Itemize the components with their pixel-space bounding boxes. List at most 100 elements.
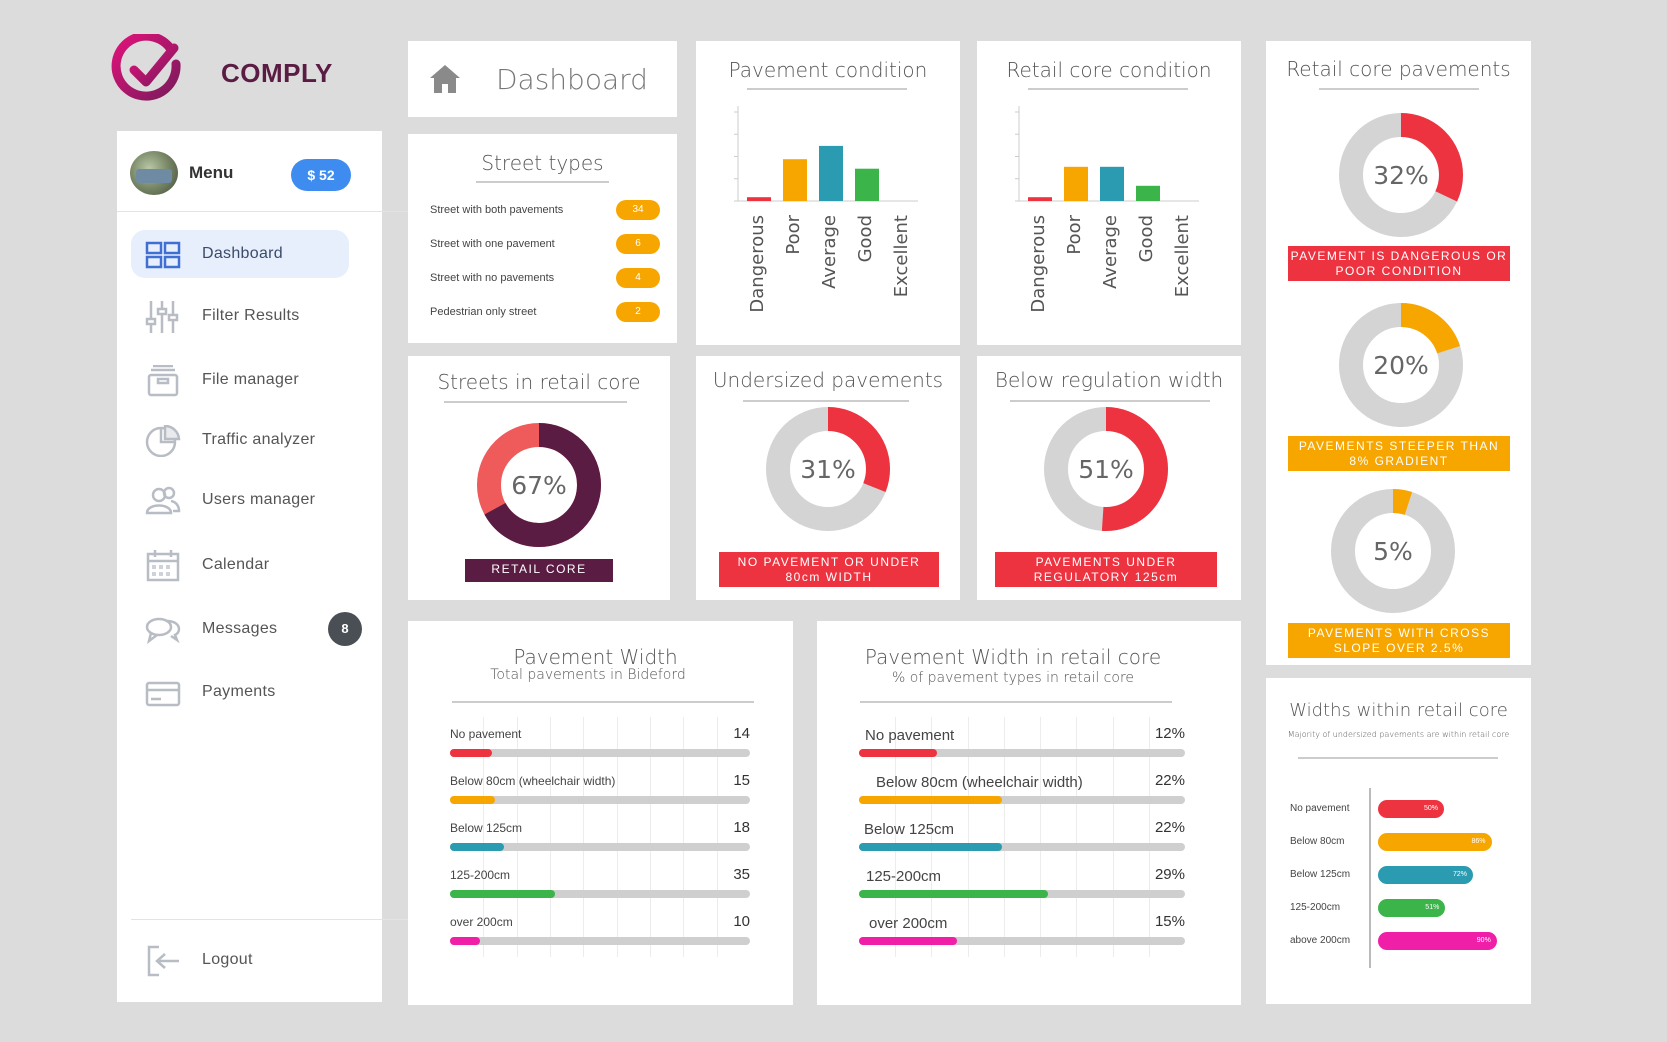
bar-row: Below 80cm 86% — [1290, 833, 1520, 853]
x-tick-label: Poor — [1064, 214, 1085, 254]
donut-value: 67% — [511, 471, 567, 500]
bar — [1028, 197, 1052, 201]
balance-badge[interactable]: $ 52 — [291, 159, 351, 191]
page-title: Dashboard — [496, 63, 648, 96]
sidebar-item-label: Users manager — [202, 491, 316, 508]
bar-fill — [450, 937, 480, 945]
card-title: Pavement Width in retail core — [864, 645, 1162, 669]
chat-icon — [145, 617, 181, 645]
steep-gradient-donut: 20% — [1339, 303, 1463, 427]
bar-label: 125-200cm — [1290, 902, 1341, 913]
pie-chart-icon — [145, 425, 181, 457]
grid-line — [516, 717, 518, 957]
bar-track — [450, 890, 750, 898]
sidebar-divider — [131, 919, 521, 920]
x-tick-label: Poor — [783, 214, 804, 254]
card-title: Pavement condition — [728, 58, 928, 82]
card-title: Below regulation width — [994, 368, 1224, 392]
title-underline — [476, 181, 609, 183]
bar-value: 12% — [1154, 725, 1185, 742]
x-tick-label: Dangerous — [747, 215, 768, 313]
bar-row: Below 80cm (wheelchair width) 22% — [859, 772, 1185, 808]
bar-value: 15% — [1154, 913, 1185, 930]
title-underline — [1298, 757, 1498, 759]
bar-fill — [859, 937, 957, 945]
street-type-row: Street with one pavement 6 — [430, 234, 660, 256]
widths-retail-card: Widths within retail core Majority of un… — [1266, 678, 1531, 1004]
bar-row: over 200cm 10 — [450, 913, 750, 949]
bar — [819, 145, 843, 201]
bar-label: Below 80cm (wheelchair width) — [876, 774, 1083, 791]
sidebar-item-label: File manager — [202, 371, 299, 388]
title-underline — [747, 88, 907, 90]
title-underline — [1319, 88, 1479, 90]
card-title: Retail core pavements — [1286, 57, 1511, 81]
bar — [1064, 166, 1088, 201]
donut-value: 31% — [800, 455, 856, 484]
axis-line — [1369, 788, 1371, 968]
bar-label: Below 80cm (wheelchair width) — [450, 774, 616, 788]
bar-label: 125-200cm — [866, 868, 942, 885]
bar-value: 15 — [733, 772, 750, 789]
donut-caption: RETAIL CORE — [465, 559, 613, 582]
bar-track — [450, 937, 750, 945]
grid-line — [716, 717, 718, 957]
bar-value: 29% — [1154, 866, 1185, 883]
street-type-count: 34 — [616, 200, 660, 220]
bar-fill — [450, 749, 492, 757]
bar-row: Below 80cm (wheelchair width) 15 — [450, 772, 750, 808]
street-type-row: Pedestrian only street 2 — [430, 302, 660, 324]
grid-line — [650, 717, 651, 957]
donut-value: 51% — [1078, 455, 1134, 484]
bar-row: Below 125cm 22% — [859, 819, 1185, 855]
sidebar-item-calendar[interactable]: Calendar — [131, 541, 349, 589]
bar-value: 22% — [1154, 772, 1185, 789]
donut-caption: PAVEMENTS STEEPER THAN 8% GRADIENT — [1288, 436, 1510, 471]
donut-arc — [766, 407, 890, 531]
title-underline — [444, 401, 627, 403]
bar — [1100, 166, 1124, 201]
card-title: Retail core condition — [1006, 58, 1212, 82]
grid-line — [1112, 717, 1114, 957]
bar-label: No pavement — [450, 727, 522, 741]
pavement-condition-card: Pavement condition Dangerous Poor Average G… — [696, 41, 960, 345]
undersized-donut: 31% — [766, 407, 890, 531]
sidebar-item-dashboard[interactable]: Dashboard — [131, 230, 349, 278]
sidebar-item-filter-results[interactable]: Filter Results — [131, 292, 349, 340]
bar-row: Below 125cm 72% — [1290, 866, 1520, 886]
sidebar-divider — [117, 211, 407, 212]
card-title: Street types — [481, 151, 604, 175]
bar-label: over 200cm — [869, 915, 948, 932]
sidebar-item-label: Traffic analyzer — [202, 431, 316, 448]
bar-row: No pavement 50% — [1290, 800, 1520, 820]
bar-value: 18 — [733, 819, 750, 836]
avatar[interactable] — [130, 151, 178, 195]
pavement-width-retail-card: Pavement Width in retail core % of pavem… — [817, 621, 1241, 1005]
streets-in-retail-core-card: Streets in retail core 67% RETAIL CORE — [408, 356, 670, 600]
home-icon[interactable] — [428, 63, 462, 95]
below-regulation-donut: 51% — [1044, 407, 1168, 531]
sidebar-item-payments[interactable]: Payments — [131, 668, 349, 716]
sidebar-item-messages[interactable]: Messages 8 — [131, 605, 362, 653]
bar-track — [859, 937, 1185, 945]
pavement-width-card: Pavement Width Total pavements in Bidefo… — [408, 621, 793, 1005]
bar-track — [859, 796, 1185, 804]
card-subtitle: Majority of undersized pavements are wit… — [1287, 730, 1510, 739]
bar-fill — [450, 796, 495, 804]
bar-track — [859, 843, 1185, 851]
bar-track — [450, 843, 750, 851]
sidebar-item-users-manager[interactable]: Users manager — [131, 476, 349, 524]
sidebar-item-file-manager[interactable]: File manager — [131, 356, 349, 404]
title-underline — [1028, 88, 1188, 90]
bar-track — [859, 890, 1185, 898]
bar-fill: 51% — [1378, 899, 1446, 917]
street-type-row: Street with both pavements 34 — [430, 200, 660, 222]
bar-row: above 200cm 90% — [1290, 932, 1520, 952]
bar-label: over 200cm — [450, 915, 513, 929]
bar-label: Below 80cm — [1290, 836, 1345, 847]
card-title: Pavement Width — [513, 645, 678, 669]
bar-label: No pavement — [865, 727, 955, 744]
bar-track — [450, 749, 750, 757]
logout-button[interactable]: Logout — [131, 936, 349, 984]
sidebar-item-traffic-analyzer[interactable]: Traffic analyzer — [131, 416, 349, 464]
